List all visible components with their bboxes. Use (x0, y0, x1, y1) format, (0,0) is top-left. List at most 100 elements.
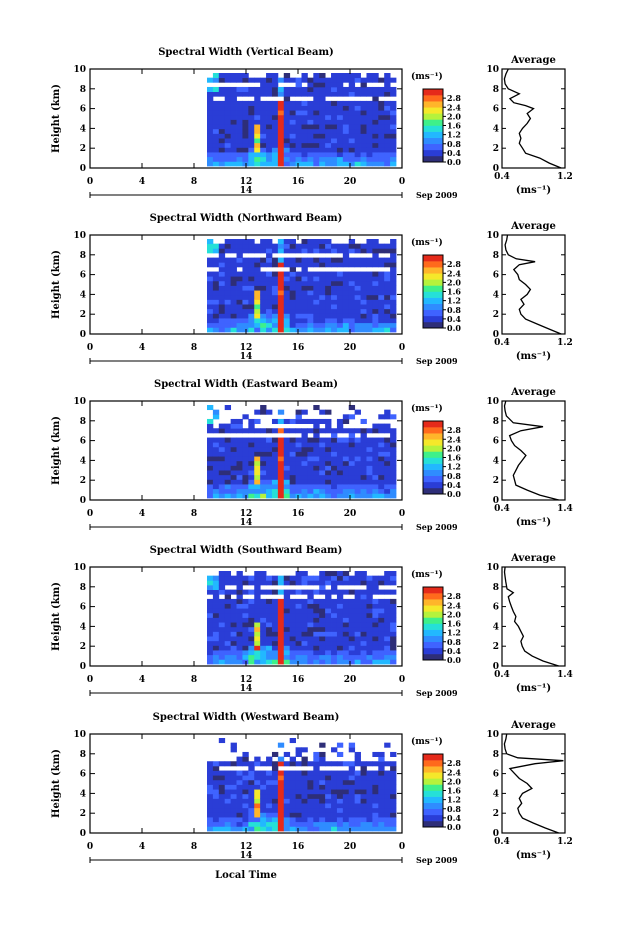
heatmap-cell (289, 465, 296, 471)
heatmap-cell (271, 488, 279, 494)
heatmap-cell (366, 114, 373, 120)
y-tick-label: 10 (73, 65, 86, 75)
heatmap-cell (372, 114, 379, 120)
colorbar-tick-label: 2.4 (447, 268, 461, 278)
heatmap-cell (260, 812, 267, 818)
heatmap-cell (313, 91, 320, 97)
heatmap-cell (331, 128, 338, 134)
heatmap-cell (307, 470, 314, 476)
y-tick-label: 6 (80, 437, 86, 447)
heatmap-cell (260, 280, 267, 286)
heatmap-cell (348, 73, 356, 79)
heatmap-cell (360, 603, 367, 609)
heatmap-cell (342, 626, 350, 632)
heatmap-cell (378, 575, 385, 581)
heatmap-cell (283, 285, 291, 291)
heatmap-cell (248, 446, 255, 452)
heatmap-cell (277, 761, 285, 767)
x-tick-label: 0 (399, 343, 405, 353)
heatmap-cell (313, 456, 320, 462)
heatmap-cell (266, 659, 273, 665)
heatmap-cell (242, 650, 249, 656)
heatmap-cell (301, 650, 308, 656)
heatmap-cell (342, 271, 350, 277)
heatmap-cell (325, 318, 332, 324)
heatmap-cell (207, 488, 214, 494)
heatmap-cell (313, 73, 320, 79)
heatmap-cell (283, 603, 291, 609)
profile-y-tick-label: 10 (486, 231, 499, 241)
heatmap-cell (271, 761, 279, 767)
heatmap-cell (301, 262, 308, 268)
heatmap-cell (336, 821, 344, 827)
heatmap-cell (342, 456, 350, 462)
heatmap-cell (242, 313, 249, 319)
heatmap-cell (331, 484, 338, 490)
profile-y-tick-label: 6 (493, 603, 499, 613)
heatmap-cell (236, 418, 243, 424)
heatmap-cell (248, 133, 255, 139)
heatmap-cell (331, 322, 338, 328)
heatmap-cell (390, 304, 397, 310)
heatmap-cell (313, 779, 320, 785)
heatmap-cell (295, 803, 302, 809)
heatmap-cell (266, 290, 273, 296)
heatmap-cell (212, 803, 220, 809)
heatmap-cell (354, 304, 361, 310)
heatmap-cell (266, 493, 273, 499)
heatmap-cell (254, 142, 261, 148)
heatmap-cell (301, 161, 308, 167)
colorbar-swatch (423, 772, 443, 779)
heatmap-cell (289, 77, 296, 83)
heatmap-cell (260, 761, 267, 767)
heatmap-cell (348, 124, 356, 130)
panel-title: Spectral Width (Southward Beam) (150, 545, 343, 556)
heatmap-cell (207, 322, 214, 328)
heatmap-cell (325, 257, 332, 263)
heatmap-cell (348, 770, 356, 776)
panel-title: Spectral Width (Northward Beam) (150, 213, 343, 224)
heatmap-cell (319, 659, 326, 665)
heatmap-cell (248, 91, 255, 97)
colorbar-tick-label: 1.6 (447, 121, 461, 131)
heatmap-cell (236, 571, 243, 577)
heatmap-cell (271, 285, 279, 291)
heatmap-cell (212, 161, 220, 167)
heatmap-cell (230, 271, 237, 277)
heatmap-cell (224, 280, 232, 286)
colorbar-swatch (423, 297, 443, 304)
heatmap-cell (342, 484, 350, 490)
x-tick-label: 8 (191, 842, 197, 852)
heatmap-cell (336, 470, 344, 476)
heatmap-cell (313, 105, 320, 111)
heatmap-cell (289, 451, 296, 457)
heatmap-cell (283, 100, 291, 106)
heatmap-cell (266, 784, 273, 790)
heatmap-cell (354, 784, 361, 790)
colorbar-swatch (423, 113, 443, 120)
heatmap-cell (218, 280, 226, 286)
heatmap-cell (224, 603, 232, 609)
heatmap-cell (271, 451, 279, 457)
heatmap-cell (207, 285, 214, 291)
heatmap-cell (384, 589, 391, 595)
heatmap-cell (372, 262, 379, 268)
heatmap-cell (354, 465, 361, 471)
heatmap-cell (277, 318, 285, 324)
heatmap-cell (271, 119, 279, 125)
colorbar (422, 88, 446, 163)
heatmap-cell (325, 152, 332, 158)
heatmap-cell (295, 571, 302, 577)
heatmap-cell (224, 470, 232, 476)
colorbar-swatch (423, 279, 443, 286)
profile-line (504, 234, 562, 335)
heatmap-cell (230, 266, 237, 272)
heatmap-cell (283, 105, 291, 111)
y-tick-label: 10 (73, 231, 86, 241)
heatmap-cell (354, 322, 361, 328)
heatmap-cell (207, 124, 214, 130)
heatmap-cell (289, 761, 296, 767)
heatmap-cell (360, 761, 367, 767)
heatmap-cell (260, 645, 267, 651)
